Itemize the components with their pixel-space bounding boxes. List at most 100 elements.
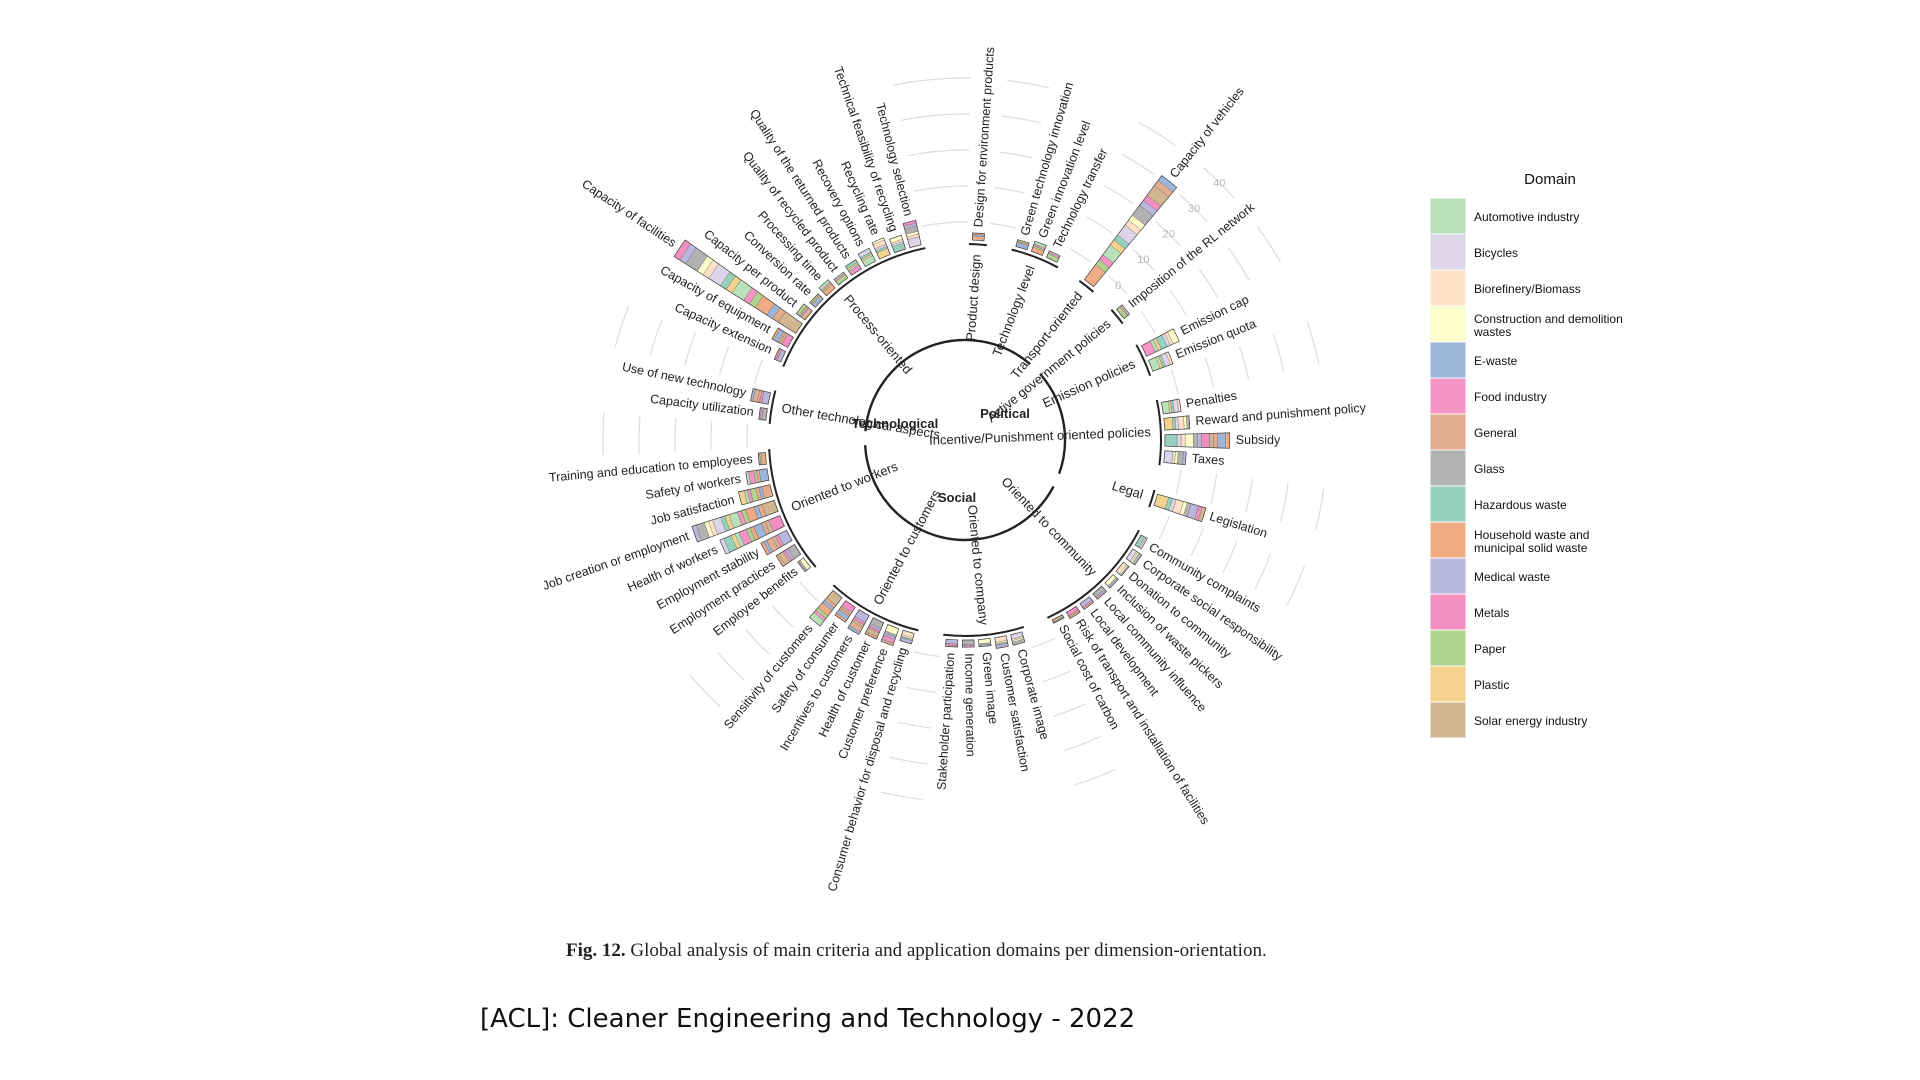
bar-outline xyxy=(1010,631,1026,646)
bar-outline xyxy=(961,639,975,648)
legend-swatch xyxy=(1429,305,1467,343)
figure-caption: Fig. 12. Global analysis of main criteri… xyxy=(566,940,1386,962)
gridline xyxy=(1138,121,1176,146)
bar-outline xyxy=(1046,250,1061,263)
bar-segment xyxy=(1176,434,1182,447)
bar-outline xyxy=(673,239,803,334)
bar-segment xyxy=(1177,416,1185,430)
group-label: Process-oriented xyxy=(841,292,915,377)
bar-segment xyxy=(962,639,975,645)
bar-outline xyxy=(889,234,906,254)
gridline xyxy=(1254,552,1272,589)
gridline xyxy=(889,756,928,765)
gridline xyxy=(1238,346,1250,380)
group-label: Oriented to workers xyxy=(789,458,900,514)
bar-segment xyxy=(1213,433,1218,449)
gridline xyxy=(1198,268,1219,299)
bar-outline xyxy=(857,247,876,268)
criterion-label: Use of new technology xyxy=(621,360,748,400)
group-3 xyxy=(1110,304,1131,325)
bar-outline xyxy=(1065,605,1081,620)
legend-label: Medical waste xyxy=(1474,570,1550,584)
group-0 xyxy=(968,232,987,247)
dimension-arc-political xyxy=(1039,373,1067,475)
gridline xyxy=(638,414,641,454)
gridline xyxy=(990,222,1016,229)
bar-outline xyxy=(760,529,793,556)
gridline xyxy=(1280,483,1289,522)
gridline xyxy=(690,675,721,708)
legend-swatch xyxy=(1429,341,1467,379)
gridline xyxy=(1210,473,1218,504)
group-label: Legal xyxy=(1110,478,1145,502)
gridline xyxy=(1086,216,1113,234)
group-4 xyxy=(1135,328,1180,376)
bar-outline xyxy=(1116,304,1131,319)
bar-segment xyxy=(1184,433,1194,448)
group-label: Oriented to customers xyxy=(870,487,943,607)
criterion-label: Green image xyxy=(979,651,1000,724)
criterion-label: Capacity of vehicles xyxy=(1167,85,1247,181)
legend-label: Metals xyxy=(1474,606,1509,620)
gridline xyxy=(905,686,936,693)
gridline xyxy=(1227,247,1250,281)
dimension-label: Political xyxy=(980,406,1030,421)
gridline xyxy=(1108,275,1128,295)
criterion-label: Taxes xyxy=(1191,451,1225,468)
gridline xyxy=(900,113,970,121)
caption-label: Fig. 12. xyxy=(566,940,626,961)
bar-outline xyxy=(750,388,772,405)
bar-segment xyxy=(1164,434,1178,447)
gridline xyxy=(1155,221,1182,247)
source-footer: [ACL]: Cleaner Engineering and Technolog… xyxy=(480,1004,1136,1034)
bar-outline xyxy=(1079,596,1095,610)
gridline xyxy=(1158,515,1171,540)
criterion-label: Income generation xyxy=(962,653,978,757)
gridline xyxy=(1179,194,1208,223)
gridline xyxy=(1053,703,1086,717)
group-8 xyxy=(943,626,1026,649)
gridline xyxy=(1286,565,1306,606)
group-label: Product design xyxy=(963,254,984,342)
group-baseline xyxy=(1046,529,1140,619)
gridline xyxy=(1064,735,1101,752)
legend-label: Food industry xyxy=(1474,390,1547,404)
legend-label: Plastic xyxy=(1474,678,1509,692)
gridline xyxy=(1069,248,1092,263)
dimension-arc-technological xyxy=(864,338,1031,432)
bar-outline xyxy=(797,557,812,573)
dimension-label: Social xyxy=(938,490,976,505)
bar-outline xyxy=(1015,239,1030,251)
bar-outline xyxy=(1092,585,1107,600)
gridline xyxy=(746,423,749,450)
gridline xyxy=(914,651,940,658)
legend-label: Household waste and municipal solid waste xyxy=(1474,528,1589,555)
group-baseline xyxy=(1135,344,1152,376)
gridline xyxy=(1314,488,1325,531)
gridline xyxy=(1007,79,1050,89)
bar-outline xyxy=(899,629,915,645)
gridline xyxy=(1169,289,1187,316)
legend-label: Automotive industry xyxy=(1474,210,1579,224)
legend-swatch xyxy=(1429,593,1467,631)
gridline xyxy=(1140,311,1156,334)
bar-outline xyxy=(1115,561,1130,577)
criterion-label: Legislation xyxy=(1208,509,1269,540)
bar-outline xyxy=(847,609,870,635)
bar-outline xyxy=(818,279,836,297)
gridline xyxy=(1245,478,1253,513)
bar-outline xyxy=(1083,175,1178,288)
bar-segment xyxy=(1197,433,1202,448)
bar-outline xyxy=(1030,240,1047,256)
bar-outline xyxy=(808,589,843,627)
gridline xyxy=(1170,369,1179,395)
bar-outline xyxy=(1148,351,1174,372)
legend-swatch xyxy=(1429,701,1467,739)
group-baseline xyxy=(832,584,919,632)
gridline xyxy=(1190,527,1204,556)
bar-outline xyxy=(833,271,849,286)
legend-swatch xyxy=(1429,377,1467,415)
bar-outline xyxy=(1104,574,1119,589)
gridline xyxy=(1120,153,1155,175)
bar-outline xyxy=(880,624,900,647)
